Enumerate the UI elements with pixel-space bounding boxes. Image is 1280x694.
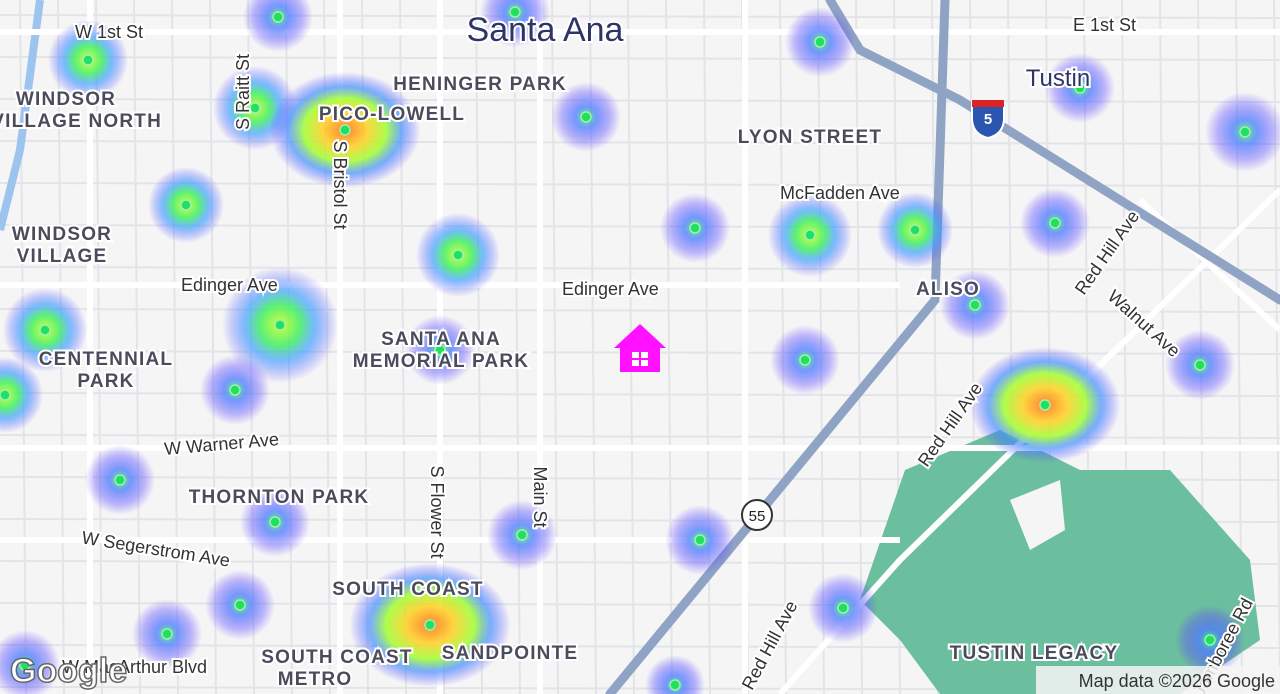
heat-point <box>234 599 246 611</box>
heat-point <box>180 199 192 211</box>
heat-blob <box>243 0 313 52</box>
heat-point <box>1039 399 1051 411</box>
home-marker <box>614 324 666 372</box>
place-label: PICO-LOWELL <box>319 104 465 125</box>
heat-point <box>82 54 94 66</box>
heat-point <box>272 11 284 23</box>
heat-point <box>269 516 281 528</box>
street-label: Edinger Ave <box>181 275 278 295</box>
place-label: CENTENNIAL <box>39 349 173 370</box>
heat-point <box>114 474 126 486</box>
place-label: VILLAGE <box>17 246 108 267</box>
street-label: Edinger Ave <box>562 279 659 299</box>
river <box>0 0 44 231</box>
street-label: E 1st St <box>1073 15 1136 35</box>
place-label: METRO <box>278 669 353 690</box>
street-label: Main St <box>530 466 550 527</box>
shield-label: 55 <box>749 508 766 525</box>
street-label: W MacArthur Blvd <box>62 657 207 677</box>
heat-point <box>1239 126 1251 138</box>
heat-point <box>580 111 592 123</box>
heat-point <box>229 384 241 396</box>
heat-point <box>516 529 528 541</box>
heat-point <box>1049 217 1061 229</box>
shield-55: 55 <box>741 499 773 531</box>
heat-point <box>669 679 681 691</box>
heat-blob <box>480 0 550 47</box>
heat-point <box>689 222 701 234</box>
place-label: WINDSOR <box>12 224 112 245</box>
place-label: SOUTH COAST <box>261 647 412 668</box>
attribution: Map data ©2026 Google <box>1079 671 1275 691</box>
heat-point <box>799 354 811 366</box>
heat-blob <box>645 655 705 694</box>
place-label: TUSTIN LEGACY <box>950 643 1119 664</box>
attribution-box <box>1036 666 1280 694</box>
street-label: McFadden Ave <box>780 183 900 203</box>
place-label: SANDPOINTE <box>442 643 579 664</box>
heat-point <box>1204 634 1216 646</box>
city-label: Tustin <box>1026 65 1090 92</box>
heat-point <box>434 344 446 356</box>
place-label: SOUTH COAST <box>332 579 483 600</box>
heat-point <box>424 619 436 631</box>
place-label: PARK <box>77 371 134 392</box>
minor-road <box>133 0 141 694</box>
heat-point <box>804 229 816 241</box>
heat-point <box>249 102 261 114</box>
minor-road <box>171 0 179 694</box>
minor-road <box>0 14 1280 19</box>
place-label: THORNTON PARK <box>189 487 370 508</box>
place-label: WINDSOR <box>16 89 116 110</box>
heat-point <box>339 124 351 136</box>
heat-point <box>0 389 11 401</box>
place-label: MEMORIAL PARK <box>353 351 529 372</box>
park-area <box>860 430 1260 694</box>
minor-road <box>513 0 521 694</box>
heat-point <box>1074 82 1086 94</box>
minor-road <box>0 266 1280 271</box>
place-label: HENINGER PARK <box>393 74 567 95</box>
google-logo: Google <box>10 652 127 690</box>
heat-point <box>161 628 173 640</box>
city-label: Santa Ana <box>467 11 624 49</box>
street-label: S Flower St <box>427 465 447 558</box>
heat-point <box>837 602 849 614</box>
heat-point <box>39 324 51 336</box>
heat-point <box>1194 359 1206 371</box>
place-label: SANTA ANA <box>381 329 501 350</box>
heat-point <box>814 36 826 48</box>
street-label: W 1st St <box>75 22 143 42</box>
place-label: VILLAGE NORTH <box>0 111 162 132</box>
minor-road <box>665 0 673 694</box>
place-label: LYON STREET <box>738 127 882 148</box>
street-label: S Bristol St <box>330 140 350 229</box>
minor-road <box>0 140 1280 145</box>
heat-point <box>909 224 921 236</box>
minor-road <box>0 308 1280 313</box>
place-label: ALISO <box>916 279 980 300</box>
heat-point <box>694 534 706 546</box>
heat-point <box>19 659 31 671</box>
heat-point <box>274 319 286 331</box>
heat-blob <box>0 630 60 694</box>
heat-point <box>969 299 981 311</box>
park-gap <box>1010 480 1065 550</box>
street-label: S Raitt St <box>233 54 253 130</box>
minor-road <box>95 0 103 694</box>
minor-road <box>209 0 217 694</box>
place-labels: Santa Ana Tustin HENINGER PARK PICO-LOWE… <box>0 9 1119 692</box>
heat-point <box>509 6 521 18</box>
heat-blob <box>0 357 43 433</box>
shield-label: 5 <box>984 111 992 128</box>
shield-i5: 5 <box>971 100 1005 140</box>
heat-point <box>452 249 464 261</box>
